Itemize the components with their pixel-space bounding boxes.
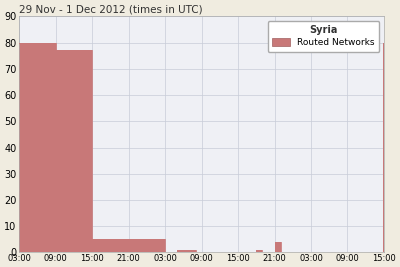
Text: 29 Nov - 1 Dec 2012 (times in UTC): 29 Nov - 1 Dec 2012 (times in UTC)	[19, 4, 203, 14]
Legend: Routed Networks: Routed Networks	[268, 21, 380, 52]
